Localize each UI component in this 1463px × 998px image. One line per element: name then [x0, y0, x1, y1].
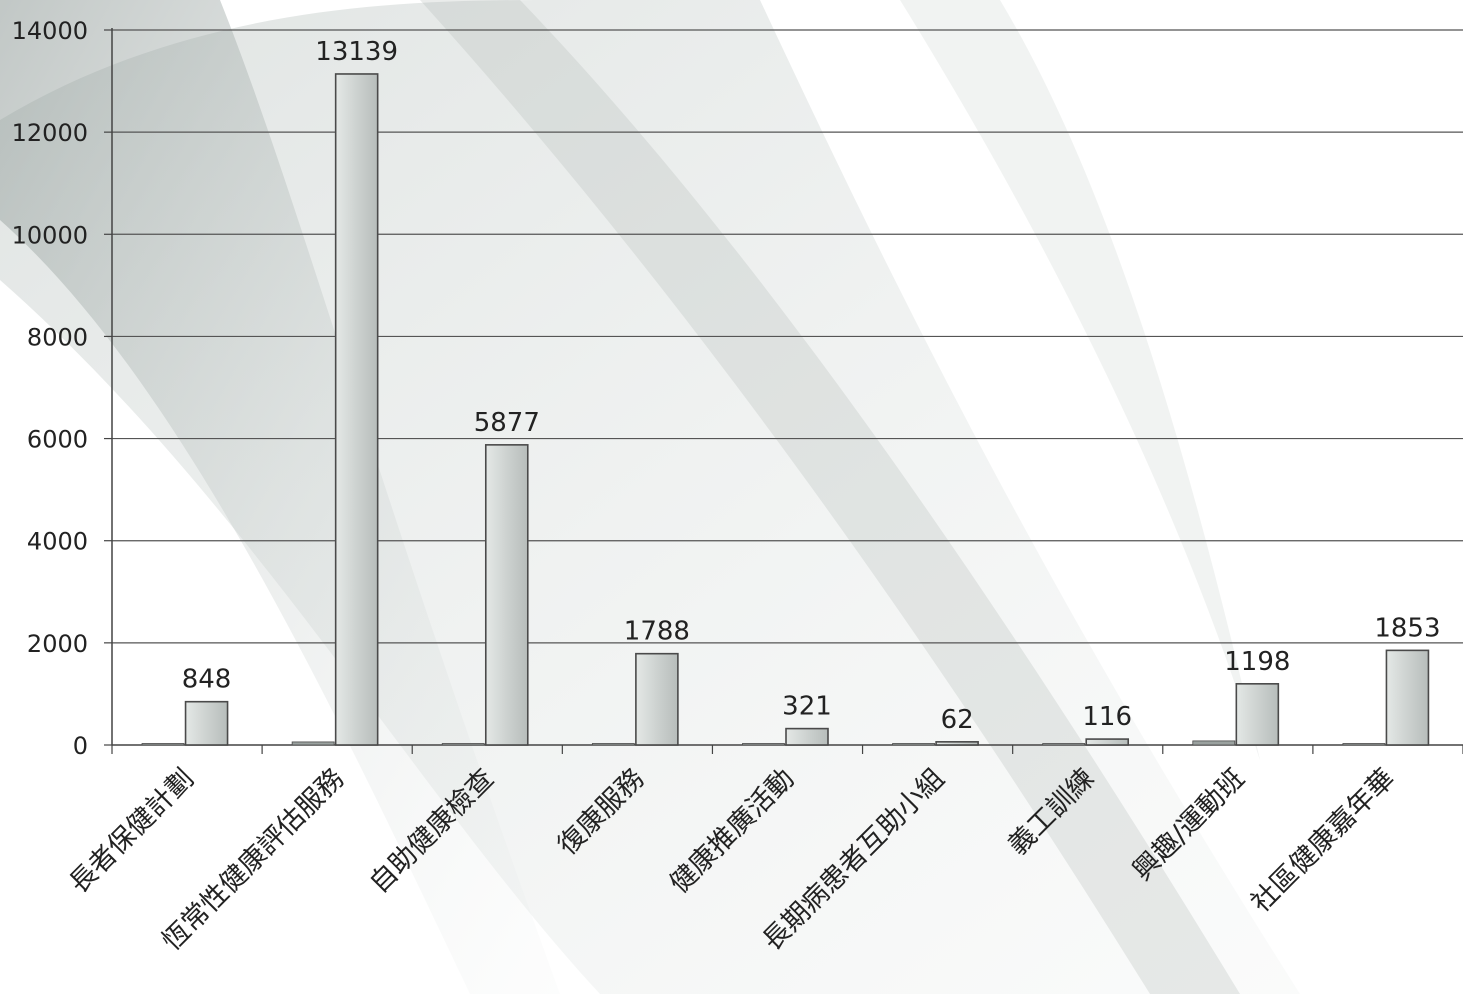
- y-axis: 0 2000 4000 6000 8000 10000 12000 14000: [12, 17, 113, 760]
- y-tick-label: 6000: [27, 426, 88, 454]
- data-label: 116: [1082, 702, 1132, 732]
- y-tick-label: 4000: [27, 528, 88, 556]
- y-tick-label: 10000: [12, 221, 88, 249]
- data-label: 1853: [1374, 613, 1440, 643]
- y-tick-label: 12000: [12, 119, 88, 147]
- bar-series-1: [1042, 743, 1086, 746]
- data-label: 13139: [315, 37, 398, 67]
- bar-series-2: [484, 444, 529, 746]
- bar-series-1: [591, 743, 635, 746]
- bar-series-1: [742, 743, 785, 746]
- bar-series-2: [334, 73, 379, 746]
- data-label: 1198: [1224, 647, 1290, 677]
- bar-series-1: [892, 743, 935, 746]
- bar-series-2: [184, 700, 229, 746]
- bar-series-1: [1192, 740, 1236, 746]
- bar-series-2: [935, 741, 979, 746]
- bar-series-2: [1235, 683, 1280, 746]
- bar-series-1: [291, 741, 335, 746]
- bar-series-2: [1385, 649, 1430, 746]
- data-label: 5877: [474, 408, 540, 438]
- data-label: 321: [782, 692, 832, 722]
- data-label: 62: [941, 705, 974, 735]
- bar-series-1: [1342, 743, 1386, 746]
- y-tick-label: 0: [73, 732, 88, 760]
- bars: [141, 73, 1430, 746]
- data-label: 848: [182, 665, 232, 695]
- y-tick-label: 8000: [27, 323, 88, 351]
- x-tick-label: 社區健康嘉年華: [1245, 763, 1401, 919]
- background-streaks: [0, 0, 1300, 994]
- y-tick-label: 2000: [27, 630, 88, 658]
- bar-series-1: [441, 743, 485, 746]
- bar-series-2: [635, 652, 679, 746]
- x-tick-label: 長者保健計劃: [64, 763, 200, 899]
- bar-series-1: [141, 743, 185, 746]
- bar-series-2: [1085, 738, 1130, 746]
- y-tick-label: 14000: [12, 17, 88, 45]
- bar-series-2: [785, 727, 829, 746]
- data-label: 1788: [624, 617, 690, 647]
- data-labels: 848 13139 5877 1788 321 62 116 1198 1853: [182, 37, 1441, 735]
